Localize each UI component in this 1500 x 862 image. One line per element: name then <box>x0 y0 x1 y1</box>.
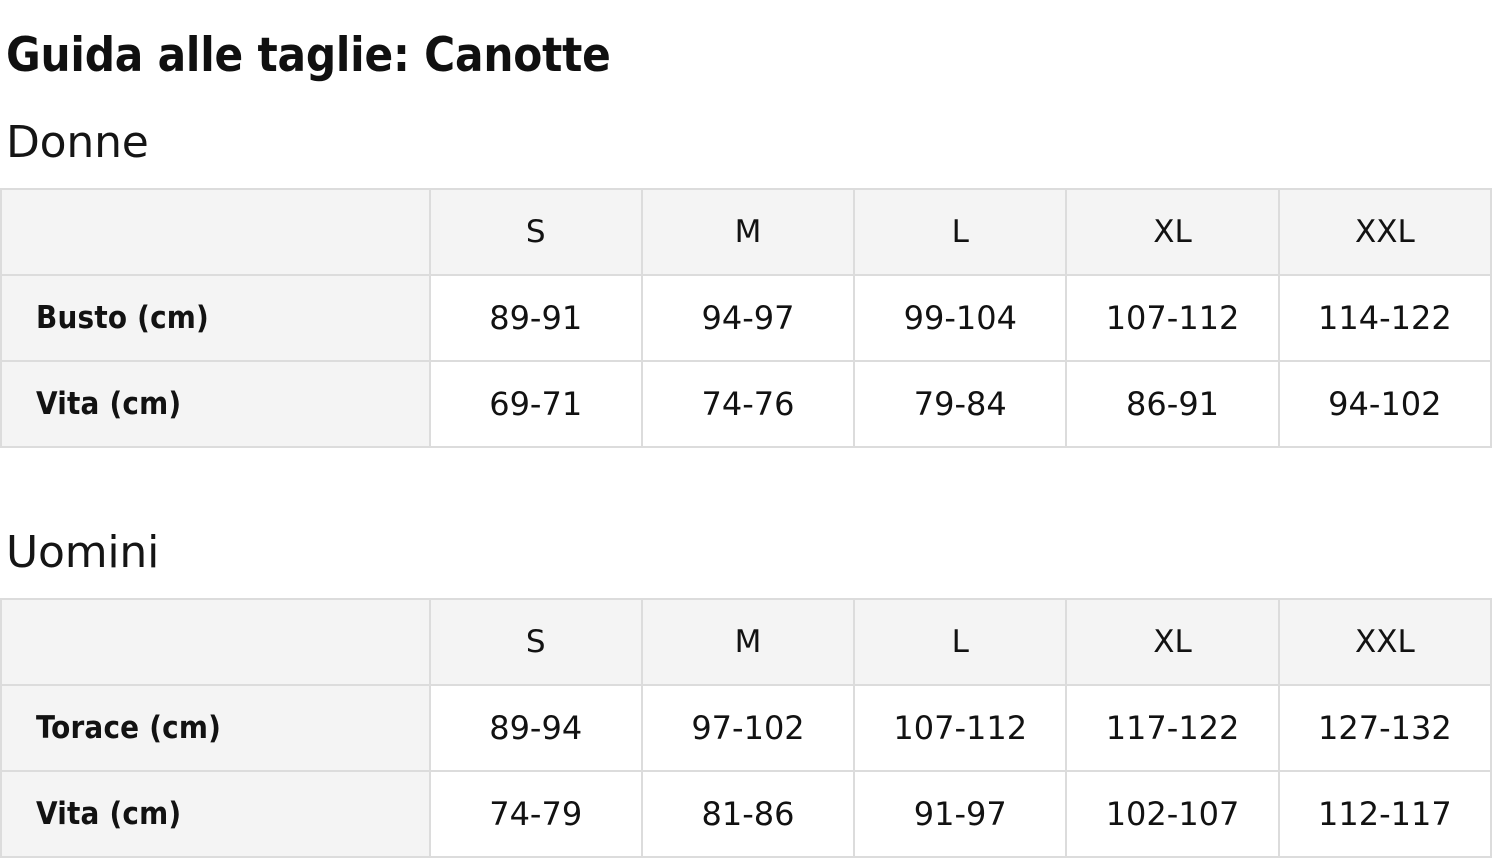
table-header-row: S M L XL XXL <box>0 598 1493 686</box>
table-corner-cell <box>0 598 431 686</box>
column-header-s: S <box>428 188 643 276</box>
section-heading-men: Uomini <box>6 527 160 578</box>
cell-busto-s: 89-91 <box>428 274 643 362</box>
cell-torace-m: 97-102 <box>640 684 856 772</box>
column-header-l: L <box>853 598 1068 686</box>
table-header-women: S M L XL XXL <box>0 188 1493 276</box>
cell-vita-xxl: 94-102 <box>1277 360 1493 448</box>
cell-vita-m: 81-86 <box>640 770 856 858</box>
cell-torace-xl: 117-122 <box>1065 684 1280 772</box>
cell-vita-s: 74-79 <box>428 770 643 858</box>
cell-vita-xl: 102-107 <box>1065 770 1280 858</box>
cell-vita-s: 69-71 <box>428 360 643 448</box>
size-table-men: S M L XL XXL Torace (cm) 89-94 97-102 10… <box>0 598 1493 858</box>
column-header-m: M <box>640 598 856 686</box>
table-row: Busto (cm) 89-91 94-97 99-104 107-112 11… <box>0 274 1493 362</box>
cell-vita-xxl: 112-117 <box>1277 770 1493 858</box>
table-row: Torace (cm) 89-94 97-102 107-112 117-122… <box>0 684 1493 772</box>
cell-vita-xl: 86-91 <box>1065 360 1280 448</box>
cell-vita-l: 79-84 <box>853 360 1068 448</box>
column-header-xl: XL <box>1065 188 1280 276</box>
column-header-xxl: XXL <box>1277 598 1493 686</box>
table-header-row: S M L XL XXL <box>0 188 1493 276</box>
table-body-men: Torace (cm) 89-94 97-102 107-112 117-122… <box>0 684 1493 858</box>
cell-busto-xl: 107-112 <box>1065 274 1280 362</box>
section-heading-women: Donne <box>6 117 149 168</box>
column-header-l: L <box>853 188 1068 276</box>
cell-vita-l: 91-97 <box>853 770 1068 858</box>
cell-torace-s: 89-94 <box>428 684 643 772</box>
column-header-m: M <box>640 188 856 276</box>
table-row: Vita (cm) 74-79 81-86 91-97 102-107 112-… <box>0 770 1493 858</box>
page-title: Guida alle taglie: Canotte <box>6 28 611 84</box>
table-header-men: S M L XL XXL <box>0 598 1493 686</box>
row-label-vita: Vita (cm) <box>0 770 431 858</box>
size-table-women: S M L XL XXL Busto (cm) 89-91 94-97 99-1… <box>0 188 1493 448</box>
cell-vita-m: 74-76 <box>640 360 856 448</box>
row-label-vita: Vita (cm) <box>0 360 431 448</box>
cell-torace-xxl: 127-132 <box>1277 684 1493 772</box>
table-row: Vita (cm) 69-71 74-76 79-84 86-91 94-102 <box>0 360 1493 448</box>
column-header-xl: XL <box>1065 598 1280 686</box>
row-label-torace: Torace (cm) <box>0 684 431 772</box>
column-header-xxl: XXL <box>1277 188 1493 276</box>
cell-busto-m: 94-97 <box>640 274 856 362</box>
cell-torace-l: 107-112 <box>853 684 1068 772</box>
row-label-busto: Busto (cm) <box>0 274 431 362</box>
cell-busto-xxl: 114-122 <box>1277 274 1493 362</box>
table-body-women: Busto (cm) 89-91 94-97 99-104 107-112 11… <box>0 274 1493 448</box>
section-men: Uomini S M L XL XXL <box>0 520 1500 858</box>
table-corner-cell <box>0 188 431 276</box>
cell-busto-l: 99-104 <box>853 274 1068 362</box>
section-women: Donne S M L XL XXL <box>0 110 1500 448</box>
column-header-s: S <box>428 598 643 686</box>
